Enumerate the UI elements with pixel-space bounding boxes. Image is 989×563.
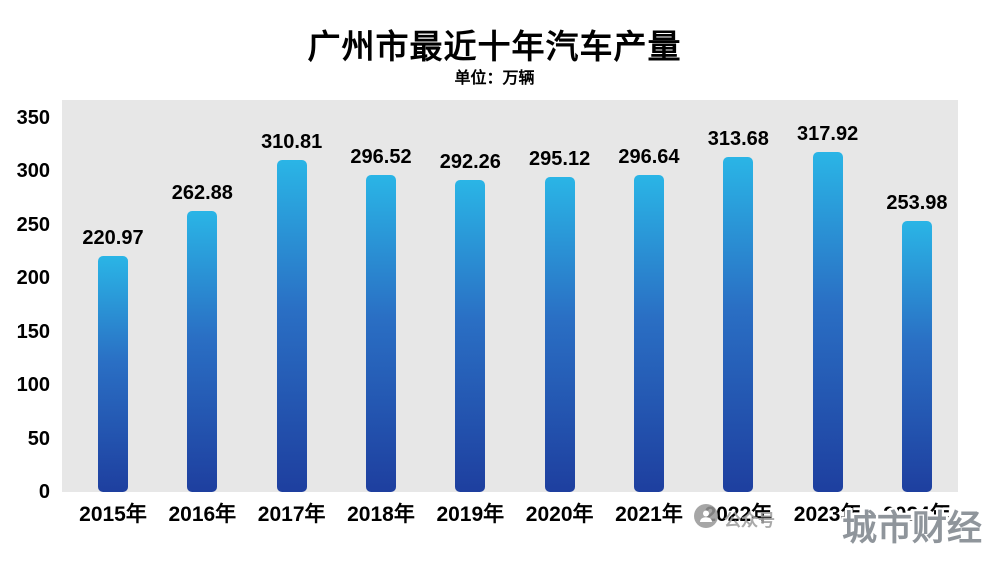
y-tick-0: 0 [38,481,50,503]
bar-2023年 [812,152,843,492]
bar-2018年 [365,175,396,492]
x-label-2018年: 2018年 [347,503,415,526]
y-tick-350: 350 [16,107,50,129]
bar-2017年 [276,159,307,492]
value-label-2017年: 310.81 [261,130,323,153]
x-label-2024年: 2024年 [883,503,951,526]
bar-2020年 [544,176,575,492]
y-tick-200: 200 [16,267,50,290]
value-label-2024年: 253.98 [886,191,948,214]
y-tick-150: 150 [16,320,50,343]
x-label-2020年: 2020年 [525,503,594,526]
bar-2022年 [723,156,754,492]
x-label-2017年: 2017年 [257,503,326,526]
bar-2024年 [901,220,932,492]
bar-2015年 [98,255,128,492]
value-label-2018年: 296.52 [350,146,412,169]
x-label-2021年: 2021年 [615,503,683,526]
bar-2016年 [187,211,218,492]
y-tick-300: 300 [16,160,50,183]
x-label-2023年: 2023年 [793,503,862,526]
x-label-2019年: 2019年 [436,503,505,526]
value-label-2019年: 292.26 [439,150,501,173]
x-label-2016年: 2016年 [168,503,237,526]
value-label-2023年: 317.92 [797,123,859,146]
bar-2021年 [633,175,664,492]
bar-2019年 [455,179,486,492]
y-tick-100: 100 [16,374,50,397]
x-label-2015年: 2015年 [79,503,147,526]
value-label-2020年: 295.12 [529,147,591,170]
value-label-2022年: 313.68 [707,127,769,150]
value-label-2015年: 220.97 [82,226,144,249]
value-label-2021年: 296.64 [618,146,680,169]
chart-subtitle: 单位：万辆 [454,70,535,87]
x-label-2022年: 2022年 [704,503,773,526]
value-label-2016年: 262.88 [171,182,233,205]
y-tick-250: 250 [16,213,50,236]
chart-title: 广州市最近十年汽车产量 [307,28,682,65]
y-tick-50: 50 [27,427,50,450]
